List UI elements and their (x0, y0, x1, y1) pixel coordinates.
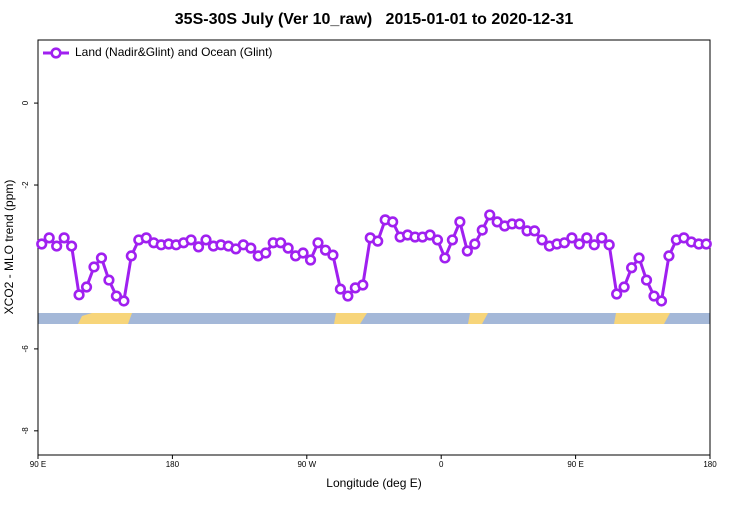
data-point (245, 242, 257, 254)
data-point (275, 237, 287, 249)
data-point (588, 239, 600, 251)
data-point (700, 238, 712, 250)
data-point (573, 238, 585, 250)
data-point (536, 234, 548, 246)
x-tick-label: 180 (703, 460, 717, 469)
data-point (103, 274, 115, 286)
map-strip (38, 313, 710, 324)
data-point (566, 232, 578, 244)
y-axis-label: XCO2 - MLO trend (ppm) (2, 180, 16, 315)
data-point (88, 261, 100, 273)
data-point (513, 218, 526, 230)
x-tick-label: 90 W (297, 460, 316, 469)
data-point (334, 283, 347, 295)
y-tick-label: -2 (21, 181, 30, 189)
data-point (558, 237, 571, 249)
data-point (58, 232, 70, 244)
legend-label: Land (Nadir&Glint) and Ocean (Glint) (75, 45, 272, 59)
data-point (319, 244, 332, 256)
data-point (528, 225, 541, 237)
data-point (387, 216, 399, 228)
data-point (663, 250, 675, 262)
data-point (118, 295, 130, 307)
data-point (454, 216, 466, 228)
data-point (36, 238, 48, 250)
x-tick-label: 90 E (567, 460, 583, 469)
x-axis-label: Longitude (deg E) (326, 476, 421, 490)
data-point (431, 234, 444, 246)
data-point (200, 234, 212, 246)
data-point (625, 262, 638, 274)
data-point (43, 232, 55, 244)
data-point (648, 290, 660, 302)
data-point (297, 247, 309, 259)
data-point (357, 279, 369, 291)
data-point (439, 252, 451, 264)
data-point (596, 232, 608, 244)
data-point (372, 235, 384, 247)
data-point (603, 239, 615, 251)
data-point (618, 281, 630, 293)
y-tick-label: 0 (21, 100, 30, 105)
series-line (40, 212, 707, 304)
data-point (80, 281, 93, 293)
data-point (655, 295, 668, 307)
data-point (260, 247, 272, 259)
x-tick-label: 0 (439, 460, 444, 469)
chart-title: 35S-30S July (Ver 10_raw) 2015-01-01 to … (175, 11, 574, 28)
data-point (446, 234, 459, 246)
data-point (611, 288, 623, 300)
data-point (185, 234, 197, 246)
data-point (140, 232, 152, 244)
data-point (73, 289, 85, 301)
data-point (484, 209, 496, 221)
x-tick-label: 90 E (30, 460, 46, 469)
data-point (640, 274, 653, 286)
data-point (51, 240, 63, 252)
data-point (110, 290, 122, 302)
data-point (282, 242, 294, 254)
y-tick-label: -6 (21, 345, 30, 353)
data-point (424, 229, 436, 241)
data-point (65, 240, 78, 252)
data-point (476, 224, 488, 236)
data-point (342, 290, 354, 302)
data-point (469, 238, 481, 250)
legend-marker (50, 47, 62, 59)
data-point (304, 254, 317, 266)
data-point (633, 252, 645, 264)
data-point (461, 245, 473, 257)
x-tick-label: 180 (166, 460, 180, 469)
data-point (125, 250, 137, 262)
data-point (95, 252, 108, 264)
data-point (327, 249, 339, 261)
y-tick-label: -8 (21, 427, 30, 435)
data-point (312, 237, 324, 249)
data-point (192, 241, 205, 253)
data-point (581, 232, 593, 244)
